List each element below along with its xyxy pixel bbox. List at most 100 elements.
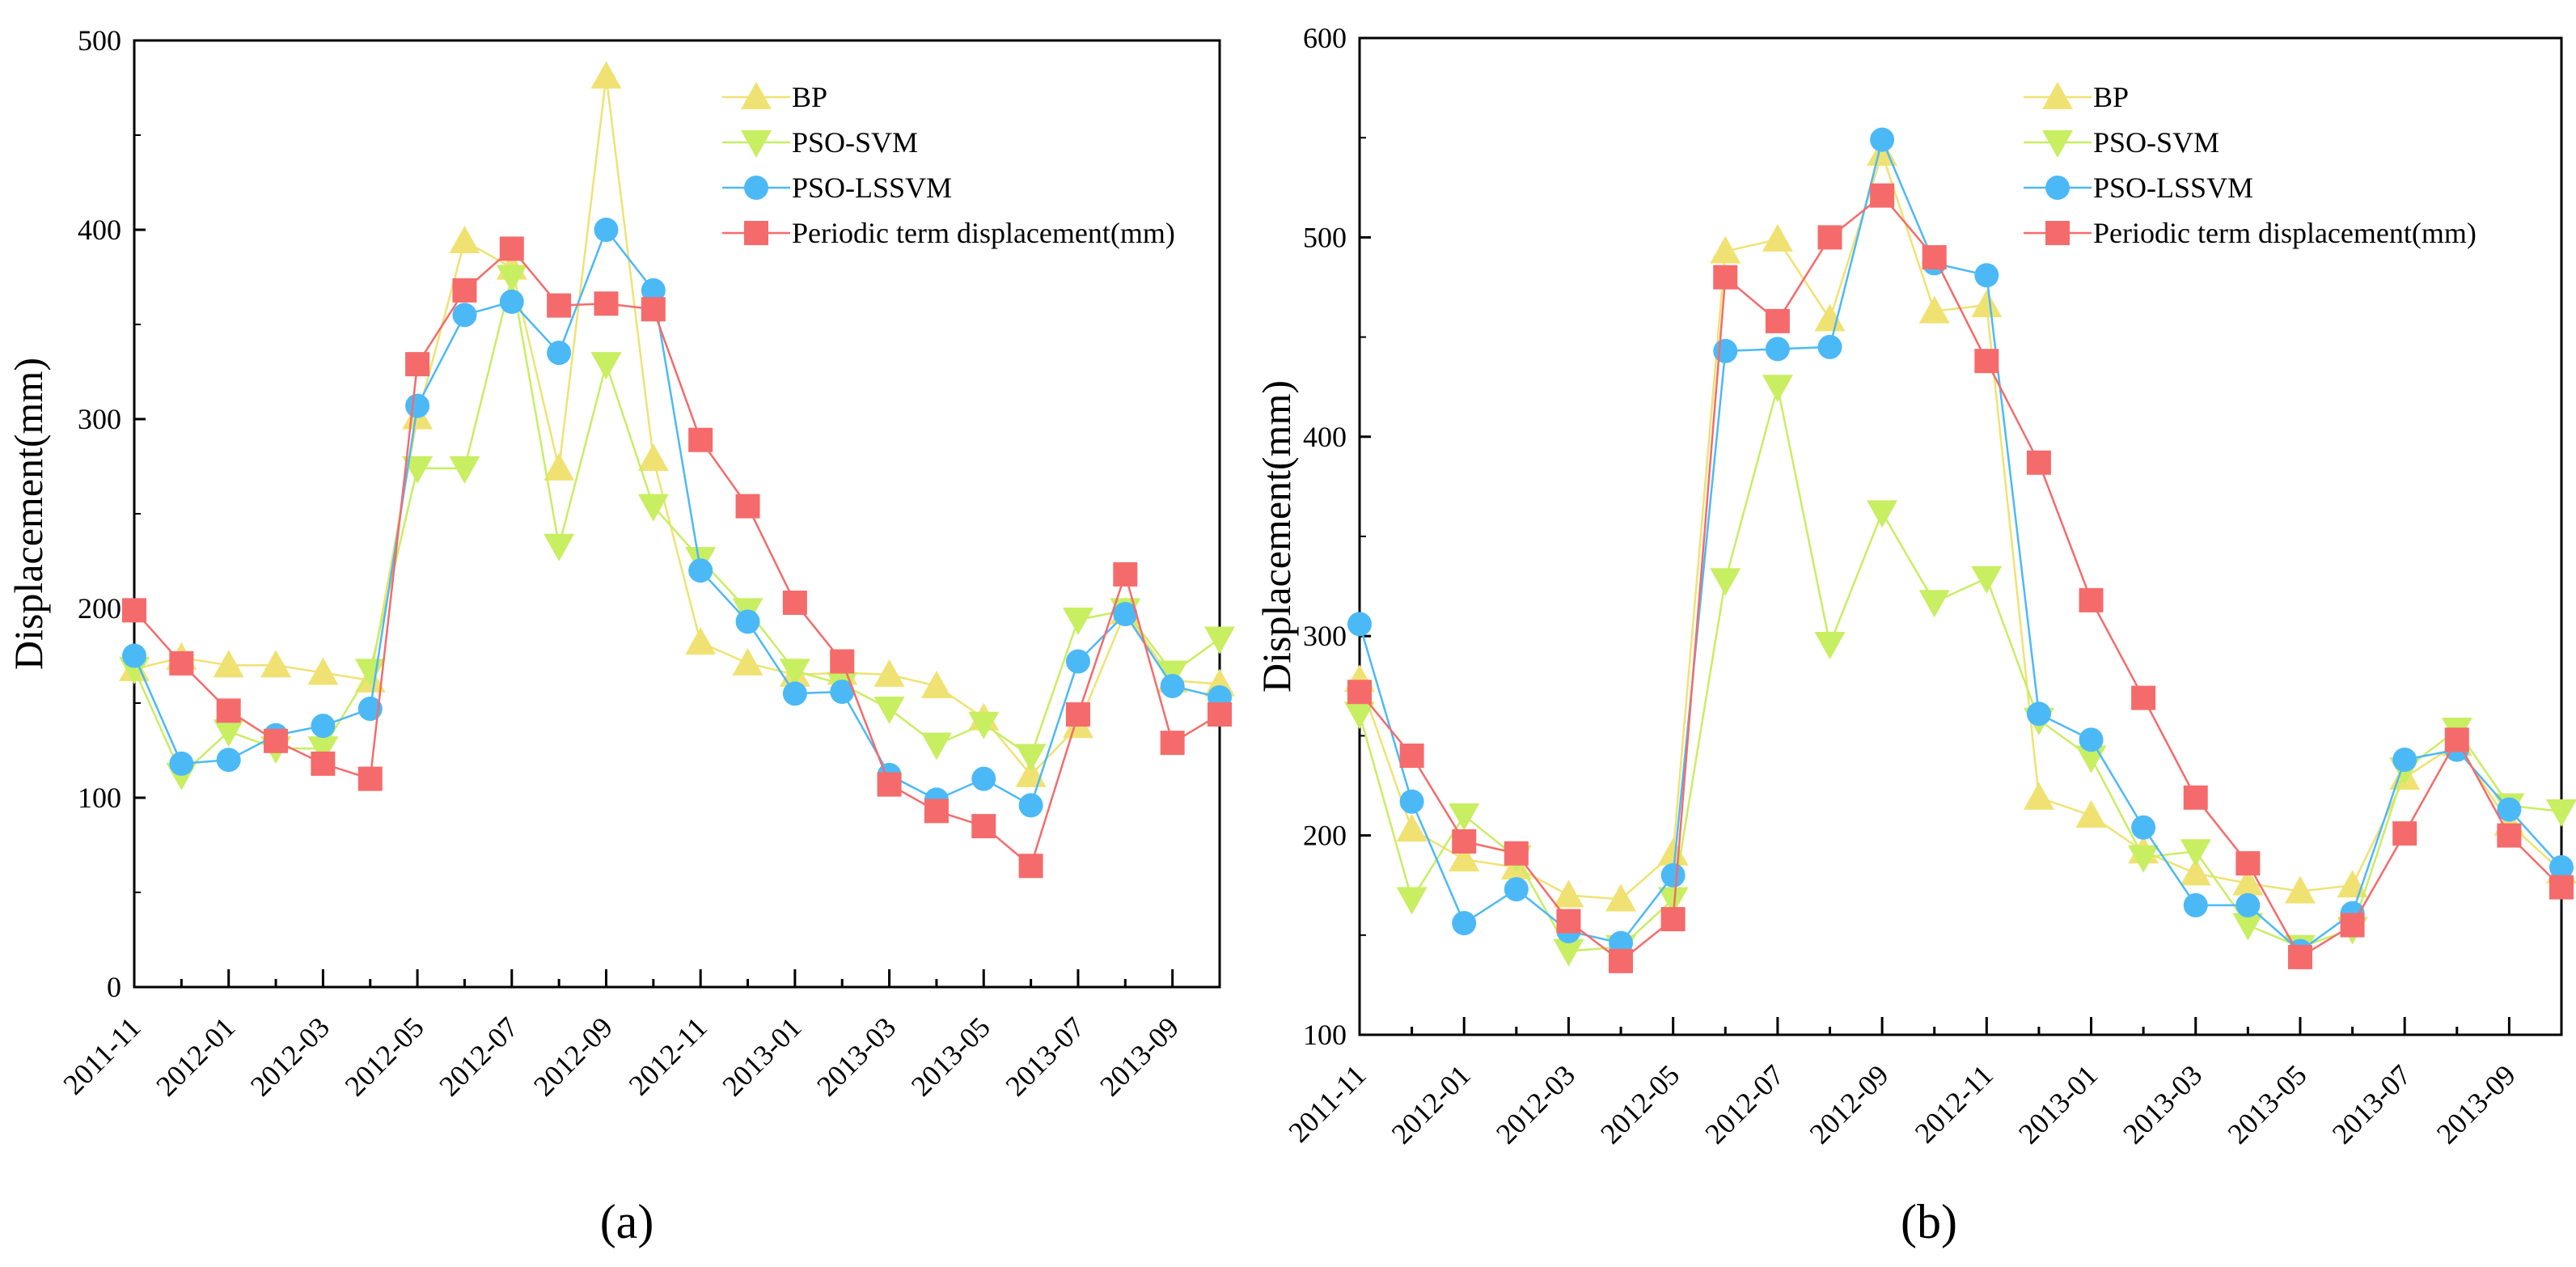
series-line-bp bbox=[1358, 150, 2562, 900]
series-line-pso-lssvm bbox=[133, 227, 1220, 807]
data-point-bp bbox=[1918, 295, 1950, 324]
data-point-periodic-term-displacement-mm bbox=[1113, 561, 1138, 587]
data-point-bp bbox=[1553, 879, 1584, 908]
x-tick-label: 2012-07 bbox=[433, 1011, 524, 1102]
y-axis-label: Displacement(mm) bbox=[1254, 380, 1299, 693]
y-tick-label: 400 bbox=[78, 214, 121, 246]
data-point-pso-svm bbox=[213, 719, 244, 748]
panel-caption: (a) bbox=[600, 1195, 654, 1248]
legend-label: BP bbox=[2093, 81, 2129, 113]
data-point-pso-lssvm bbox=[1452, 911, 1477, 936]
data-point-pso-svm bbox=[2180, 839, 2211, 867]
data-point-pso-lssvm bbox=[547, 341, 572, 366]
x-tick-label: 2013-07 bbox=[999, 1011, 1090, 1102]
data-point-pso-svm bbox=[1814, 632, 1846, 660]
x-tick-label: 2011-11 bbox=[1282, 1058, 1372, 1148]
data-point-periodic-term-displacement-mm bbox=[1609, 948, 1634, 973]
data-point-bp bbox=[260, 650, 292, 678]
data-point-periodic-term-displacement-mm bbox=[735, 494, 760, 519]
data-point-bp bbox=[873, 659, 905, 687]
legend-label: BP bbox=[792, 81, 827, 113]
data-point-periodic-term-displacement-mm bbox=[2183, 785, 2208, 810]
x-tick-label: 2013-05 bbox=[2221, 1058, 2312, 1150]
legend-marker bbox=[744, 176, 768, 200]
data-point-periodic-term-displacement-mm bbox=[547, 293, 572, 318]
data-point-pso-svm bbox=[1918, 590, 1950, 618]
x-tick-label: 2012-03 bbox=[244, 1011, 336, 1102]
data-point-periodic-term-displacement-mm bbox=[971, 814, 996, 839]
legend-marker bbox=[2042, 82, 2073, 109]
data-point-bp bbox=[685, 627, 717, 655]
data-point-pso-svm bbox=[920, 732, 952, 761]
legend-marker bbox=[744, 221, 768, 245]
data-point-pso-lssvm bbox=[1765, 337, 1790, 362]
legend-label: Periodic term displacement(mm) bbox=[2093, 217, 2477, 249]
data-point-pso-svm bbox=[1710, 568, 1741, 596]
data-point-pso-svm bbox=[307, 736, 339, 765]
data-point-pso-svm bbox=[1762, 375, 1793, 403]
data-point-periodic-term-displacement-mm bbox=[830, 649, 855, 674]
x-tick-label: 2012-09 bbox=[527, 1011, 619, 1102]
data-point-pso-svm bbox=[1015, 744, 1047, 772]
data-point-periodic-term-displacement-mm bbox=[1817, 225, 1842, 250]
data-point-pso-lssvm bbox=[2079, 727, 2104, 752]
legend-label: Periodic term displacement(mm) bbox=[792, 217, 1175, 249]
x-tick-label: 2013-09 bbox=[1093, 1011, 1185, 1102]
y-axis-label: Displacement(mm) bbox=[6, 358, 51, 670]
series-line-pso-svm bbox=[133, 277, 1220, 778]
data-point-pso-lssvm bbox=[2549, 855, 2574, 880]
series-pso-lssvm bbox=[122, 218, 1232, 818]
data-point-pso-svm bbox=[1062, 608, 1093, 636]
data-point-periodic-term-displacement-mm bbox=[405, 352, 430, 377]
data-point-bp bbox=[544, 452, 575, 481]
data-point-periodic-term-displacement-mm bbox=[122, 598, 146, 623]
data-point-pso-svm bbox=[1396, 887, 1428, 915]
data-point-bp bbox=[2075, 799, 2107, 828]
data-point-pso-svm bbox=[590, 352, 622, 380]
data-point-bp bbox=[307, 657, 339, 685]
data-point-pso-svm bbox=[873, 697, 905, 725]
legend-marker bbox=[741, 130, 772, 158]
legend-label: PSO-SVM bbox=[792, 126, 918, 159]
data-point-periodic-term-displacement-mm bbox=[1556, 909, 1581, 934]
legend-label: PSO-LSSVM bbox=[792, 172, 952, 204]
data-point-periodic-term-displacement-mm bbox=[1870, 183, 1895, 208]
legend: BP PSO-SVM PSO-LSSVM Periodic term displace… bbox=[2024, 81, 2477, 249]
data-point-pso-svm bbox=[496, 265, 527, 293]
panel-caption: (b) bbox=[1901, 1195, 1957, 1248]
data-point-pso-lssvm bbox=[688, 558, 713, 583]
data-point-pso-lssvm bbox=[2497, 797, 2522, 822]
data-point-periodic-term-displacement-mm bbox=[1065, 702, 1090, 727]
y-tick-label: 100 bbox=[1303, 1019, 1347, 1051]
data-point-pso-svm bbox=[2128, 845, 2159, 873]
data-point-periodic-term-displacement-mm bbox=[2549, 875, 2574, 900]
data-point-bp bbox=[213, 650, 244, 678]
y-tick-label: 100 bbox=[78, 782, 121, 814]
data-point-periodic-term-displacement-mm bbox=[2079, 587, 2104, 612]
data-point-periodic-term-displacement-mm bbox=[1713, 265, 1738, 290]
x-tick-label: 2013-09 bbox=[2430, 1058, 2522, 1150]
data-point-pso-lssvm bbox=[1347, 612, 1372, 637]
data-point-pso-lssvm bbox=[830, 679, 855, 704]
data-point-pso-svm bbox=[1449, 803, 1480, 831]
data-point-periodic-term-displacement-mm bbox=[2444, 727, 2469, 752]
data-point-periodic-term-displacement-mm bbox=[2392, 821, 2417, 846]
data-point-pso-svm bbox=[449, 456, 480, 484]
data-point-bp bbox=[2023, 782, 2054, 810]
data-point-pso-lssvm bbox=[782, 681, 807, 706]
data-point-bp bbox=[1814, 303, 1846, 332]
y-tick-label: 600 bbox=[1303, 22, 1347, 54]
x-tick-label: 2013-03 bbox=[810, 1011, 902, 1102]
data-point-pso-svm bbox=[544, 533, 575, 561]
data-point-pso-svm bbox=[2232, 913, 2264, 941]
data-point-periodic-term-displacement-mm bbox=[216, 698, 241, 723]
data-point-pso-lssvm bbox=[1065, 649, 1090, 674]
data-point-periodic-term-displacement-mm bbox=[1504, 841, 1529, 866]
series-bp bbox=[119, 61, 1235, 787]
data-point-pso-lssvm bbox=[452, 303, 477, 328]
data-point-pso-lssvm bbox=[735, 609, 760, 634]
data-point-periodic-term-displacement-mm bbox=[1660, 907, 1686, 932]
data-point-periodic-term-displacement-mm bbox=[2026, 450, 2051, 475]
